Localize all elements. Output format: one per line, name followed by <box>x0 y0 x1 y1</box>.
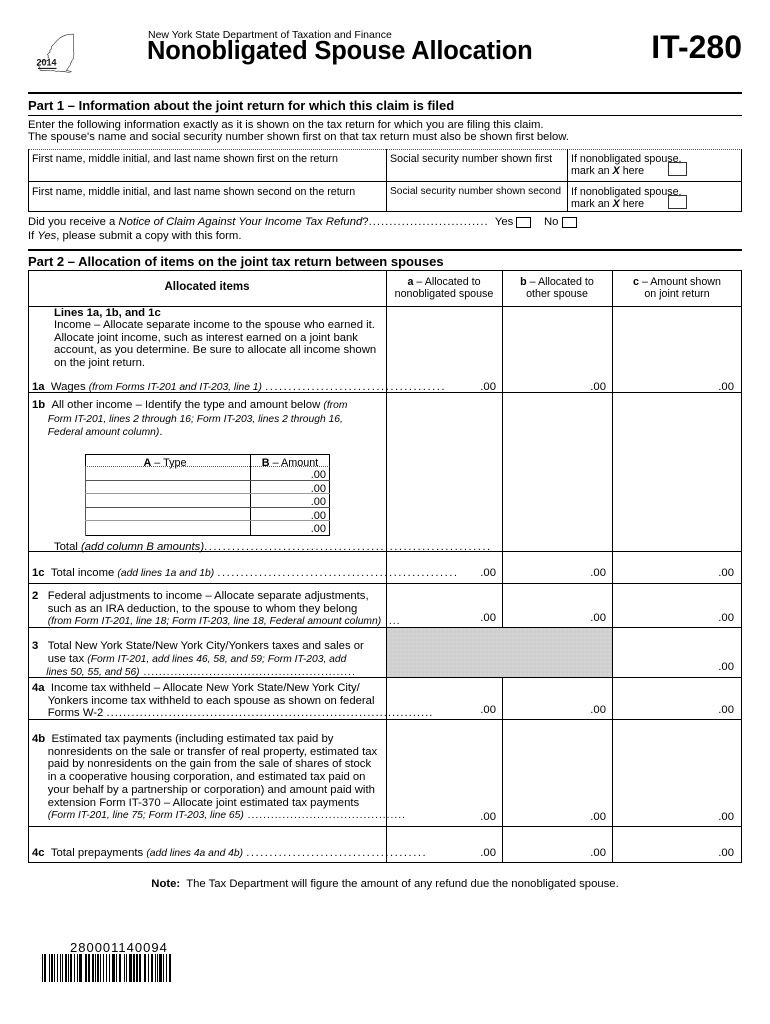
svg-text:2014: 2014 <box>36 57 56 67</box>
